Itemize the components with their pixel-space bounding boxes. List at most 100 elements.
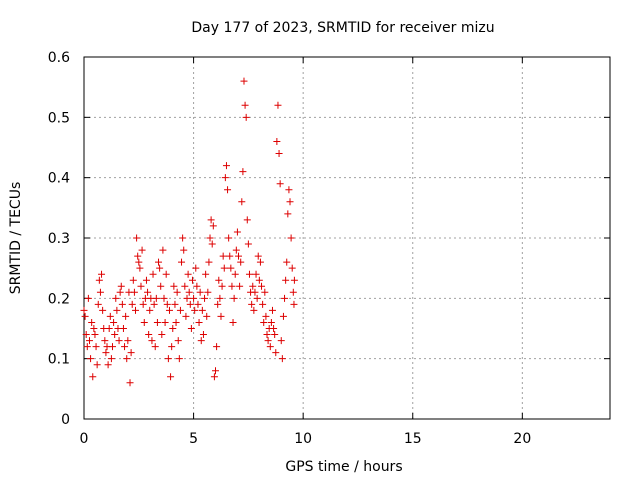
data-point [81,312,89,320]
data-point [274,101,282,109]
data-point [210,373,218,381]
x-tick-label: 5 [189,431,198,447]
data-point [263,331,271,339]
data-point [148,337,156,345]
data-point [212,367,219,375]
y-tick-label: 0.1 [48,352,70,368]
data-point [183,294,191,302]
data-point [284,210,292,218]
data-point [253,294,261,302]
data-point [144,288,152,296]
data-point [215,276,223,284]
data-point [135,258,143,266]
data-point [196,288,204,296]
y-tick-label: 0.5 [48,110,70,126]
x-tick-label: 20 [513,431,531,447]
data-point [87,355,95,363]
x-tick-label: 15 [404,431,422,447]
y-tick-label: 0.4 [48,171,70,187]
data-point [105,325,113,332]
data-point [95,276,103,284]
data-point [244,240,252,248]
data-point [184,270,192,278]
data-point [116,288,124,296]
data-point [271,331,279,339]
data-point [290,300,298,308]
data-point [199,331,207,339]
data-point [115,337,123,345]
data-point [149,270,157,278]
data-point [185,288,193,296]
data-point [176,306,184,314]
data-point [258,282,266,290]
data-points [80,77,298,387]
data-point [124,337,132,345]
y-tick-label: 0.6 [48,50,70,66]
data-point [290,276,298,284]
data-point [101,337,109,345]
data-point [256,258,264,266]
data-point [160,294,168,302]
data-point [226,252,234,260]
data-point [108,343,116,351]
data-point [146,306,154,314]
y-axis-label: SRMTID / TECUs [8,182,24,295]
data-point [117,282,125,290]
data-point [278,355,286,363]
data-point [231,270,239,278]
data-point [206,234,214,242]
data-point [118,300,126,308]
y-tick-label: 0.3 [48,231,70,247]
data-point [279,312,287,320]
data-point [235,252,243,260]
data-point [110,318,118,326]
x-axis-label: GPS time / hours [285,459,402,475]
data-point [119,325,127,332]
data-point [228,282,236,290]
data-point [224,186,232,194]
data-point [98,270,106,278]
data-point [198,306,206,314]
data-point [219,252,227,260]
data-point [238,198,246,206]
data-point [209,222,217,230]
data-point [91,331,99,339]
data-point [134,252,142,260]
data-point [207,216,215,224]
data-point [102,349,110,357]
data-point [260,318,268,326]
data-point [88,318,96,326]
data-point [268,306,276,314]
data-point [155,258,163,266]
data-point [282,276,290,284]
data-point [187,325,195,332]
data-point [137,282,145,290]
data-point [106,312,114,320]
data-point [225,234,233,242]
data-point [179,234,187,242]
data-point [172,318,180,326]
data-point [202,270,210,278]
data-point [130,288,138,296]
data-point [262,312,270,320]
data-point [82,331,90,339]
data-point [205,258,213,266]
data-point [236,282,244,290]
data-point [156,264,164,272]
data-point [90,325,98,332]
data-point [287,234,295,242]
data-point [261,288,269,296]
data-point [152,294,160,302]
data-point [128,300,136,308]
data-point [174,337,182,345]
x-tick-label: 0 [80,431,89,447]
data-point [163,300,171,308]
data-point [151,343,159,351]
data-point [221,174,229,182]
data-point [242,113,250,121]
data-point [170,282,178,290]
data-point [245,270,253,278]
data-point [164,355,172,363]
data-point [272,349,280,357]
